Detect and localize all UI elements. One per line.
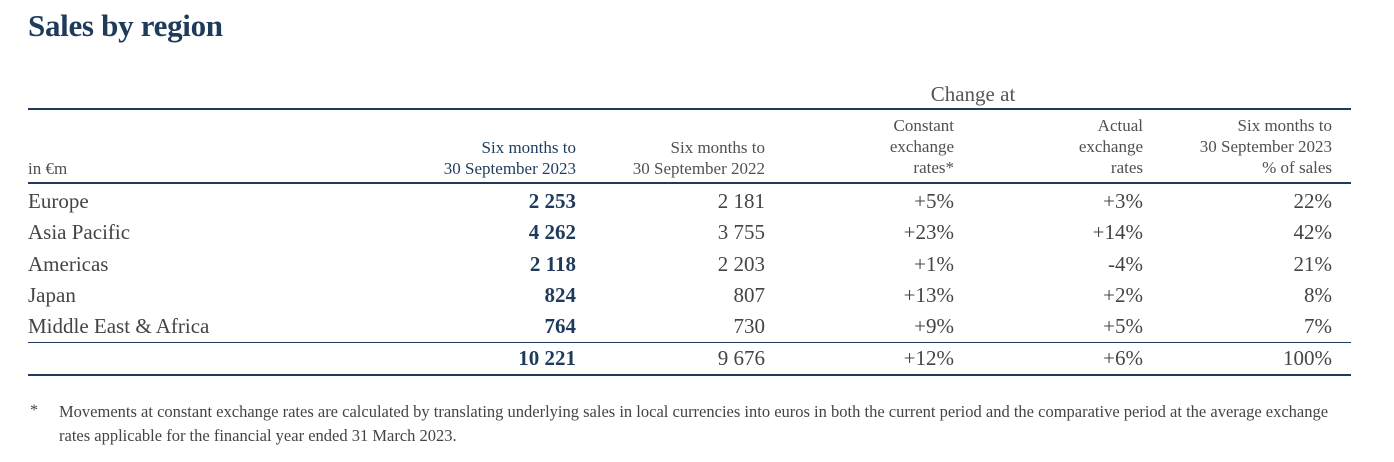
change-actual: +2% [1103, 283, 1143, 307]
value-2022: 730 [733, 314, 766, 338]
share-of-sales: 42% [1293, 220, 1333, 244]
region-label: Middle East & Africa [28, 314, 210, 338]
total-change-constant: +12% [903, 346, 954, 370]
change-actual: -4% [1108, 252, 1143, 276]
region-label: Asia Pacific [28, 220, 131, 244]
change-actual: +3% [1103, 189, 1143, 213]
column-header-constant-rates: Constant exchange rates* [889, 116, 954, 177]
share-of-sales: 8% [1304, 283, 1332, 307]
value-2022: 2 203 [717, 252, 765, 276]
change-constant: +9% [914, 314, 954, 338]
rule-header-bottom [28, 182, 1351, 184]
total-change-actual: +6% [1103, 346, 1143, 370]
change-constant: +23% [903, 220, 954, 244]
region-label: Europe [28, 189, 89, 213]
rule-before-total [28, 342, 1351, 343]
value-2022: 807 [733, 283, 766, 307]
rule-top [28, 108, 863, 110]
change-at-group-header: Change at [930, 82, 1016, 106]
value-2023: 764 [544, 314, 577, 338]
total-2022: 9 676 [717, 346, 765, 370]
change-constant: +5% [914, 189, 954, 213]
total-share: 100% [1283, 346, 1332, 370]
value-2022: 2 181 [717, 189, 765, 213]
rule-under-change-at [863, 108, 1351, 110]
region-label: Japan [28, 283, 76, 307]
value-2023: 824 [544, 283, 577, 307]
footnote-marker: * [30, 402, 38, 419]
change-actual: +5% [1103, 314, 1143, 338]
column-header-actual-rates: Actual exchange rates [1078, 116, 1143, 177]
share-of-sales: 22% [1293, 189, 1333, 213]
column-header-share-of-sales: Six months to 30 September 2023% of sales [1199, 116, 1332, 177]
share-of-sales: 21% [1293, 252, 1333, 276]
unit-label: in €m [28, 159, 68, 178]
change-constant: +1% [914, 252, 954, 276]
column-header-2022: Six months to 30 September 2022 [632, 138, 765, 178]
value-2023: 2 253 [528, 189, 576, 213]
value-2023: 4 262 [528, 220, 576, 244]
region-label: Americas [28, 252, 109, 276]
change-actual: +14% [1092, 220, 1143, 244]
value-2022: 3 755 [717, 220, 765, 244]
total-2023: 10 221 [518, 346, 576, 370]
page-title: Sales by region [28, 8, 223, 43]
column-header-2023: Six months to 30 September 2023 [443, 138, 576, 178]
change-constant: +13% [903, 283, 954, 307]
value-2023: 2 118 [529, 252, 576, 276]
footnote-text: Movements at constant exchange rates are… [59, 402, 1329, 445]
share-of-sales: 7% [1304, 314, 1332, 338]
rule-bottom [28, 374, 1351, 376]
